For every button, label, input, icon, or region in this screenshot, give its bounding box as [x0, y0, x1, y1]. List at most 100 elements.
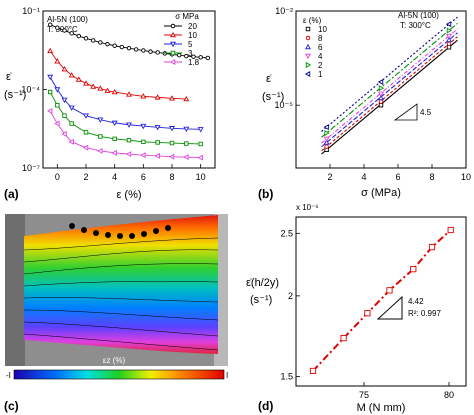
panel-b-ylabel-bottom: (s⁻¹)	[262, 91, 284, 103]
panel-a-data-point	[83, 80, 89, 86]
panel-a-data-point	[126, 45, 132, 51]
panel-a-legend-label: 1.8	[188, 58, 200, 67]
panel-b-fit-line-8	[321, 36, 458, 152]
panel-a-data-point	[47, 74, 54, 81]
panel-b-ytick-label: 10⁻²	[275, 6, 293, 16]
panel-a-data-point	[61, 97, 68, 104]
panel-d-data-point	[364, 310, 371, 317]
panel-b-xtick-label: 8	[429, 172, 434, 182]
panel-a-data-point	[184, 53, 189, 59]
panel-b-data-point	[378, 91, 384, 97]
panel-a-data-point	[198, 141, 203, 147]
panel-a-data-point	[90, 38, 96, 43]
panel-b-legend-marker	[305, 43, 311, 50]
panel-a-data-point	[69, 31, 74, 36]
panel-a-data-point	[61, 66, 68, 72]
panel-b-annotation-temperature: T: 300°C	[400, 21, 431, 30]
panel-b-legend-marker	[304, 71, 311, 77]
panel-d-ylabel-bottom: (s⁻¹)	[250, 294, 272, 306]
panel-a-legend-marker	[170, 31, 176, 38]
panel-a-data-point	[47, 47, 54, 54]
panel-a-series-line-3	[49, 91, 201, 145]
panel-a-legend-label: 20	[188, 22, 197, 31]
panel-d-ylabel-top: ε̇(h/2y)	[246, 277, 279, 289]
panel-a-xlabel: ε (%)	[116, 189, 141, 201]
panel-a-data-point	[197, 127, 204, 133]
panel-a-data-point	[154, 152, 160, 159]
panel-d-exponent-label: x 10⁻⁶	[296, 203, 319, 212]
panel-a-data-point	[184, 141, 189, 146]
panel-a-data-point	[169, 140, 175, 146]
panel-a-legend-marker	[170, 41, 176, 48]
panel-a-legend-title: σ MPa	[175, 12, 199, 21]
panel-b-legend-label: 4	[318, 52, 323, 61]
panel-b-xtick-label: 10	[461, 172, 471, 182]
panel-d-label: (d)	[258, 399, 273, 413]
panel-b-data-point	[378, 102, 384, 108]
panel-d-ytick-label: 1.5	[280, 371, 293, 381]
panel-c-colorbar-min: -I	[6, 371, 11, 380]
panel-d-slope-triangle	[376, 295, 403, 320]
panel-a-data-point	[47, 108, 53, 115]
panel-a-data-point	[141, 48, 146, 53]
panel-b-data-point	[324, 144, 329, 149]
panel-b-legend-label: 1	[318, 70, 323, 79]
panel-a-data-point	[112, 43, 117, 48]
panel-a-ytick-label: 10⁻¹	[22, 6, 40, 16]
panel-b-xlabel: σ (MPa)	[361, 187, 401, 199]
panel-d-normalized-rate-vs-moment: x 10⁻⁶ ε̇(h/2y) (s⁻¹) M (N mm) (d) 4.42 …	[246, 203, 467, 414]
panel-b-data-point	[446, 36, 452, 43]
panel-b-data-point	[446, 27, 453, 34]
panel-a-xtick-label: 2	[83, 172, 88, 182]
panel-a-data-point	[83, 36, 89, 41]
panel-b-legend-label: 6	[318, 43, 323, 52]
panel-b-data-point	[445, 21, 452, 28]
panel-a-data-point	[97, 85, 104, 91]
panel-b-legend-marker	[305, 62, 312, 68]
panel-a-ylabel-top: ε̇	[6, 71, 12, 83]
panel-a-data-point	[141, 139, 146, 145]
panel-a-data-point	[169, 126, 175, 132]
panel-a-data-point	[55, 25, 60, 30]
panel-a-annotation-material: Al-5N (100)	[47, 15, 88, 24]
panel-a-data-point	[76, 33, 82, 39]
panel-a-data-point	[97, 117, 104, 123]
panel-a-data-point	[83, 113, 89, 119]
panel-a-data-point	[104, 87, 111, 93]
panel-b-fit-line-10	[321, 39, 458, 155]
panel-a-data-point	[126, 122, 132, 128]
panel-d-data-point	[309, 367, 317, 375]
panel-b-annotation-material: Al-5N (100)	[398, 11, 439, 20]
panel-b-ytick-label: 10⁻⁵	[275, 100, 294, 110]
panel-d-data-point	[340, 335, 347, 342]
panel-a-legend-marker	[170, 23, 176, 29]
panel-a-legend-label: 10	[188, 31, 197, 40]
panel-a-data-point	[62, 113, 67, 118]
panel-a-data-point	[75, 76, 82, 82]
panel-d-r2-label: R²: 0.997	[408, 309, 441, 318]
panel-a-data-point	[97, 147, 103, 154]
panel-c-colorbar-label: εz (%)	[103, 356, 126, 365]
panel-a-data-point	[112, 136, 117, 142]
panel-a-data-point	[111, 149, 117, 156]
panel-b-label: (b)	[258, 187, 273, 201]
panel-c-strain-field-map: εz (%) -I I (c)	[4, 214, 228, 413]
panel-b-data-point	[324, 130, 330, 136]
panel-a-data-point	[140, 152, 146, 159]
panel-b-data-point	[323, 139, 330, 145]
panel-b-data-point	[323, 124, 329, 131]
panel-a-data-point	[140, 123, 147, 130]
panel-a-data-point	[148, 49, 153, 54]
panel-a-data-point	[68, 138, 74, 145]
panel-b-xtick-label: 4	[361, 172, 366, 182]
panel-b-slope-triangle	[393, 103, 418, 121]
panel-a-xtick-label: 8	[169, 172, 174, 182]
panel-a-xtick-label: 6	[141, 172, 146, 182]
panel-a-data-point	[126, 91, 132, 97]
panel-a-creep-rate-vs-strain: Al-5N (100) T: 300°C σ MPa ε̇ (s⁻¹) ε (%…	[4, 6, 216, 201]
panel-b-legend-marker	[305, 53, 311, 60]
panel-a-data-point	[83, 130, 89, 135]
panel-a-data-point	[62, 28, 67, 33]
panel-a-data-point	[154, 94, 161, 100]
